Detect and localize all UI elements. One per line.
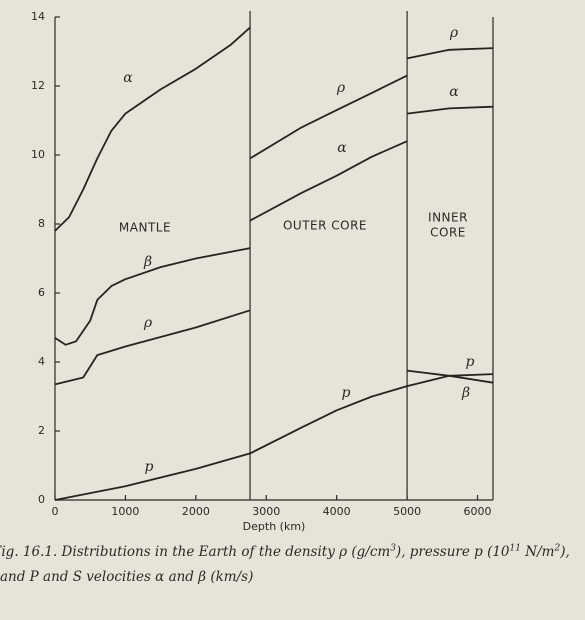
curve-label: ρ xyxy=(336,80,346,96)
curve-label: α xyxy=(449,84,459,100)
caption-text: 3 xyxy=(390,543,396,554)
curve-label: p xyxy=(145,459,154,475)
y-tick-label: 0 xyxy=(38,493,45,506)
series-line xyxy=(54,247,494,384)
y-tick-label: 2 xyxy=(38,424,45,437)
curve-label: β xyxy=(461,385,470,401)
curve-label: α xyxy=(123,70,133,86)
x-tick-label: 6000 xyxy=(464,505,492,518)
x-tick-label: 1000 xyxy=(111,505,139,518)
caption-text: 11 xyxy=(509,543,521,554)
region-label: OUTER CORE xyxy=(283,219,367,233)
series-line xyxy=(54,26,494,232)
region-label: INNER xyxy=(428,211,468,225)
curve-label: ρ xyxy=(143,315,153,331)
curve-label: β xyxy=(143,254,152,270)
caption-text: 2 xyxy=(554,543,561,554)
x-axis-label: Depth (km) xyxy=(243,520,306,533)
curve-label: ρ xyxy=(449,25,459,41)
y-tick-label: 8 xyxy=(38,217,45,230)
x-tick-label: 5000 xyxy=(393,505,421,518)
chart: Depth (km) 0 2 4 6 8 10 12 14 0 1000 2000 3000 4000 5… xyxy=(31,10,494,533)
caption: Fig. 16.1. Distributions in the Earth of… xyxy=(0,540,580,590)
caption-text: N/m xyxy=(520,544,555,560)
x-tick-label: 4000 xyxy=(323,505,351,518)
y-tick-label: 10 xyxy=(31,148,45,161)
x-tick-label: 3000 xyxy=(252,505,280,518)
y-tick-label: 12 xyxy=(31,79,45,92)
y-tick-label: 6 xyxy=(38,286,45,299)
series-line xyxy=(54,373,494,501)
x-tick-label: 0 xyxy=(52,505,59,518)
caption-text: ), and P and S velocities α and β (km/s) xyxy=(0,544,570,585)
series-line xyxy=(54,47,494,386)
region-label: CORE xyxy=(430,226,466,240)
curve-label: α xyxy=(337,140,347,156)
x-tick-label: 2000 xyxy=(182,505,210,518)
curve-label: p xyxy=(342,385,351,401)
region-label: MANTLE xyxy=(119,221,171,235)
curve-label: p xyxy=(466,354,475,370)
caption-text: Fig. 16.1. Distributions in the Earth of… xyxy=(0,544,391,560)
y-tick-label: 14 xyxy=(31,10,45,23)
caption-text: ), pressure p (10 xyxy=(395,544,510,560)
y-tick-label: 4 xyxy=(38,355,45,368)
